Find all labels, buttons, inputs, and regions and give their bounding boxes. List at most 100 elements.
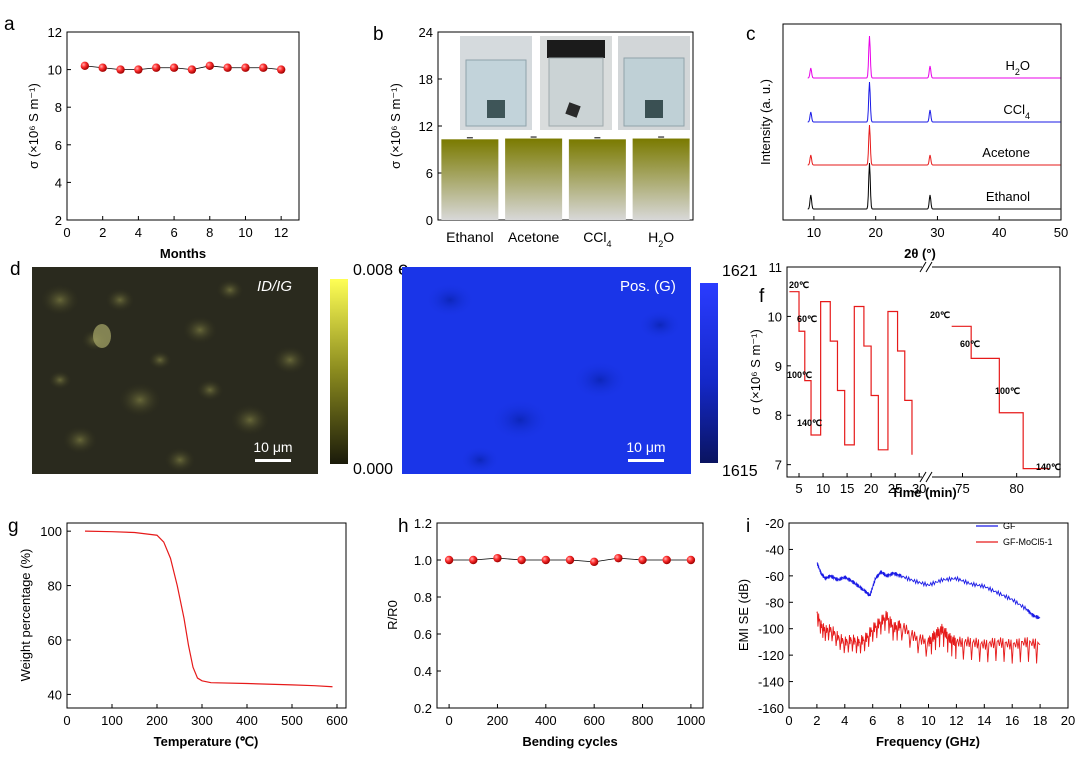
map-texture xyxy=(40,284,80,316)
x-tick-label: 18 xyxy=(1033,713,1047,728)
x-tick-label: 40 xyxy=(992,225,1006,240)
y-tick-label: 10 xyxy=(768,309,782,324)
y-tick-label: 0.8 xyxy=(414,590,432,605)
x-tick-label: 10 xyxy=(921,713,935,728)
x-tick-label: 15 xyxy=(840,481,854,496)
x-tick-label: 8 xyxy=(206,225,213,240)
map-label: ID/IG xyxy=(257,278,292,295)
x-tick-label: 4 xyxy=(841,713,848,728)
data-point xyxy=(276,65,286,74)
map-texture xyxy=(638,309,682,341)
data-point xyxy=(662,555,671,565)
scale-bar-label: 10 μm xyxy=(253,439,292,455)
y-tick-label: 2 xyxy=(55,213,62,228)
x-tick-label: 200 xyxy=(146,713,168,728)
colorbar-max: 0.008 xyxy=(353,262,393,279)
data-point xyxy=(565,555,575,565)
axes-box xyxy=(66,31,300,221)
y-axis-label: Intensity (a. u.) xyxy=(758,79,773,165)
x-tick-label: 500 xyxy=(281,713,303,728)
legend: GF GF-MoCl5-1 xyxy=(976,521,1053,547)
panel-h: h 0 200 400 600 800 1000 0.2 0.4 0.6 0.8 1.0 1.2 Be… xyxy=(385,516,705,749)
x-tick-label: 12 xyxy=(274,225,288,240)
series-label: H2O xyxy=(1005,58,1030,77)
y-tick-label: 8 xyxy=(775,408,782,423)
x-tick-label: 2 xyxy=(813,713,820,728)
y-axis-label: Weight percentage (%) xyxy=(18,549,33,682)
y-tick-label: 24 xyxy=(419,25,433,40)
map-texture xyxy=(48,370,72,390)
data-point xyxy=(589,557,599,567)
y-tick-label: 8 xyxy=(55,100,62,115)
panel-d: d ID/IG 10 μm 0.008 0.000 xyxy=(10,259,393,478)
data-point xyxy=(241,63,250,72)
x-axis-label: Temperature (℃) xyxy=(154,734,259,749)
x-tick-label: 6 xyxy=(869,713,876,728)
data-point xyxy=(517,555,526,565)
y-tick-label: -80 xyxy=(765,595,784,610)
y-tick-label: 1.0 xyxy=(414,553,432,568)
x-tick-label: 0 xyxy=(445,713,452,728)
x-tick-label: 30 xyxy=(912,481,926,496)
y-tick-label: 60 xyxy=(48,633,62,648)
temperature-label: 20℃ xyxy=(930,310,950,320)
bar xyxy=(568,139,626,220)
x-tick-label: 600 xyxy=(326,713,348,728)
category-label: Acetone xyxy=(508,229,560,245)
series-label: Acetone xyxy=(982,145,1030,160)
panel-label-a: a xyxy=(4,14,15,35)
x-tick-label: 12 xyxy=(949,713,963,728)
vial-photo-h2o xyxy=(618,36,690,130)
x-tick-label: 16 xyxy=(1005,713,1019,728)
temperature-label: 100℃ xyxy=(995,386,1020,396)
xrd-trace xyxy=(807,124,1061,166)
map-texture xyxy=(164,447,196,473)
data-point xyxy=(686,555,696,565)
y-tick-label: 9 xyxy=(775,359,782,374)
y-tick-label: 11 xyxy=(769,260,783,275)
category-label: Ethanol xyxy=(446,229,493,245)
x-tick-label: 10 xyxy=(816,481,830,496)
data-point xyxy=(614,553,623,563)
y-axis-label: σ (×10⁶ S m⁻¹) xyxy=(748,329,763,415)
scale-bar xyxy=(255,459,291,462)
temperature-label: 60℃ xyxy=(960,339,980,349)
data-point xyxy=(80,61,90,71)
y-tick-label: 0.6 xyxy=(414,627,432,642)
x-tick-label: 100 xyxy=(101,713,123,728)
temperature-label: 140℃ xyxy=(1036,462,1061,472)
axis-break xyxy=(919,261,933,483)
y-tick-label: -120 xyxy=(758,648,784,663)
xrd-trace xyxy=(807,162,1061,210)
x-tick-label: 30 xyxy=(930,225,944,240)
x-tick-label: 8 xyxy=(897,713,904,728)
legend-entry: GF xyxy=(1003,521,1016,531)
data-point xyxy=(169,63,179,72)
panel-b: b 0 6 12 18 24 Ethanol Acetone CCl4 H2O σ (×10⁶ … xyxy=(373,24,694,249)
y-tick-label: 0.4 xyxy=(414,664,432,679)
y-tick-label: 1.2 xyxy=(414,516,432,531)
panel-e: e Pos. (G) 10 μm 1621 1615 xyxy=(398,259,758,480)
data-point xyxy=(205,61,214,71)
panel-f: f 7 8 9 10 11 5 10 15 20 25 30 75 80 20℃ 60℃ 100℃ 140℃ 20… xyxy=(748,260,1061,500)
x-tick-label: 80 xyxy=(1009,481,1023,496)
x-axis-label: Frequency (GHz) xyxy=(876,734,980,749)
y-tick-label: 0.2 xyxy=(414,701,432,716)
x-tick-label: 4 xyxy=(135,225,142,240)
data-point xyxy=(152,63,161,72)
colorbar xyxy=(700,283,718,463)
map-texture xyxy=(572,360,628,400)
x-tick-label: 2 xyxy=(99,225,106,240)
series-line xyxy=(84,65,282,71)
bar xyxy=(632,138,690,220)
map-texture xyxy=(216,278,244,302)
x-tick-label: 0 xyxy=(785,713,792,728)
y-tick-label: -60 xyxy=(765,569,784,584)
colorbar xyxy=(330,279,348,464)
data-point xyxy=(223,63,232,72)
panel-c: c 10 20 30 40 50 H2O CCl4 Acetone Ethanol 2θ (°)… xyxy=(746,23,1068,261)
panel-label-d: d xyxy=(10,259,21,280)
y-tick-label: -40 xyxy=(765,542,784,557)
map-texture xyxy=(230,404,270,436)
